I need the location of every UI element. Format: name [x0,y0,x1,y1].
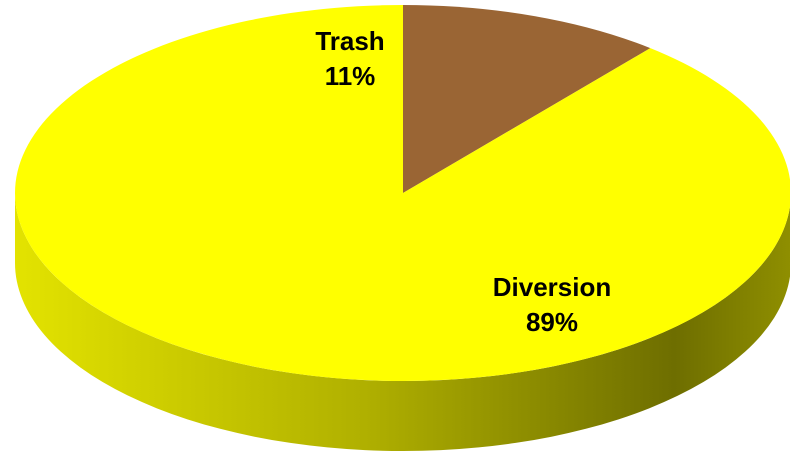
pie-side-diversion [15,193,790,451]
pie-slice-trash [403,5,651,193]
slice-label-diversion: Diversion [493,272,612,302]
slice-value-label-diversion: 89% [526,307,578,337]
pie-top-layer [15,5,790,381]
pie-label-layer: Trash 11% Diversion 89% [315,26,611,337]
pie-side-layer [15,193,790,451]
slice-value-label-trash: 11% [325,61,376,91]
slice-label-trash: Trash [315,26,384,56]
pie-slice-diversion [15,5,790,381]
